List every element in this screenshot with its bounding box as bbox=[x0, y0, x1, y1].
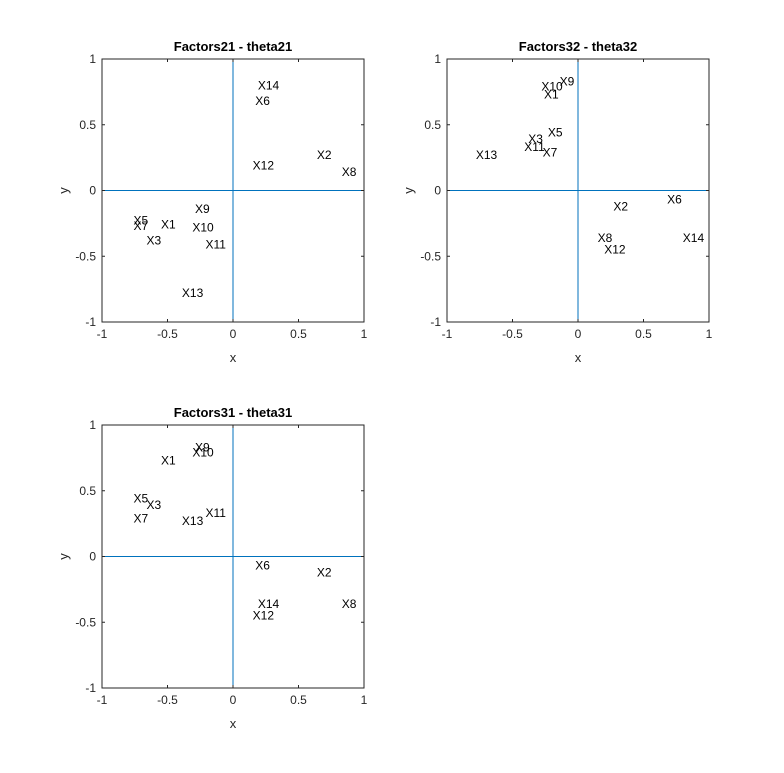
x-axis-label: x bbox=[230, 716, 237, 731]
point-label-x8: X8 bbox=[598, 231, 613, 245]
point-label-x2: X2 bbox=[317, 148, 332, 162]
point-label-x6: X6 bbox=[667, 193, 682, 207]
point-label-x10: X10 bbox=[192, 446, 214, 460]
point-label-x2: X2 bbox=[613, 199, 628, 213]
point-label-x9: X9 bbox=[560, 74, 575, 88]
point-label-x6: X6 bbox=[255, 94, 270, 108]
point-label-x3: X3 bbox=[147, 233, 162, 247]
point-label-x2: X2 bbox=[317, 565, 332, 579]
point-label-x14: X14 bbox=[258, 78, 280, 92]
x-tick-label: -0.5 bbox=[157, 693, 178, 707]
x-tick-label: -1 bbox=[442, 327, 453, 341]
point-label-x6: X6 bbox=[255, 559, 270, 573]
point-label-x12: X12 bbox=[253, 159, 275, 173]
x-tick-label: -1 bbox=[97, 693, 108, 707]
point-label-x5: X5 bbox=[133, 492, 148, 506]
y-tick-label: 0.5 bbox=[79, 118, 96, 132]
y-axis-label: y bbox=[56, 187, 71, 194]
point-label-x7: X7 bbox=[133, 511, 148, 525]
point-label-x13: X13 bbox=[182, 514, 204, 528]
y-tick-label: 0 bbox=[89, 550, 96, 564]
y-tick-label: -0.5 bbox=[75, 249, 96, 263]
point-label-x12: X12 bbox=[253, 609, 275, 623]
subplot-2: -1 -0.5 0 0.5 1 -1 -0.5 0 0.5 1 Factors32 - theta3… bbox=[401, 39, 713, 365]
x-tick-label: -0.5 bbox=[502, 327, 523, 341]
point-label-x7: X7 bbox=[543, 145, 558, 159]
point-label-x8: X8 bbox=[342, 597, 357, 611]
y-axis-label: y bbox=[401, 187, 416, 194]
point-label-x11: X11 bbox=[205, 506, 226, 520]
x-tick-label: 0 bbox=[575, 327, 582, 341]
point-label-x8: X8 bbox=[342, 165, 357, 179]
point-label-x3: X3 bbox=[147, 498, 162, 512]
x-tick-label: -1 bbox=[97, 327, 108, 341]
point-label-x1: X1 bbox=[161, 218, 176, 232]
y-tick-label: -1 bbox=[85, 315, 96, 329]
y-tick-label: -0.5 bbox=[420, 249, 441, 263]
point-label-x7: X7 bbox=[133, 219, 148, 233]
x-tick-label: 1 bbox=[706, 327, 713, 341]
x-tick-label: 1 bbox=[361, 327, 368, 341]
subplot-3: -1 -0.5 0 0.5 1 -1 -0.5 0 0.5 1 Factors31 - theta3… bbox=[56, 405, 368, 731]
x-tick-label: 0.5 bbox=[290, 693, 307, 707]
point-label-x3: X3 bbox=[528, 132, 543, 146]
x-tick-label: -0.5 bbox=[157, 327, 178, 341]
point-label-x13: X13 bbox=[476, 148, 498, 162]
point-label-x5: X5 bbox=[548, 126, 563, 140]
point-label-x10: X10 bbox=[192, 220, 214, 234]
point-label-x1: X1 bbox=[544, 88, 559, 102]
point-label-x9: X9 bbox=[195, 202, 210, 216]
y-tick-label: 0.5 bbox=[79, 484, 96, 498]
x-tick-label: 0.5 bbox=[635, 327, 652, 341]
x-axis-label: x bbox=[575, 350, 582, 365]
chart-title: Factors31 - theta31 bbox=[174, 405, 293, 420]
x-tick-label: 1 bbox=[361, 693, 368, 707]
subplot-1: -1 -0.5 0 0.5 1 -1 -0.5 0 0.5 1 Factors21 - theta2… bbox=[56, 39, 368, 365]
y-tick-label: 0 bbox=[434, 184, 441, 198]
x-tick-label: 0.5 bbox=[290, 327, 307, 341]
point-label-x12: X12 bbox=[604, 243, 626, 257]
y-tick-label: -1 bbox=[85, 681, 96, 695]
y-tick-label: 1 bbox=[434, 52, 441, 66]
x-axis-label: x bbox=[230, 350, 237, 365]
chart-title: Factors21 - theta21 bbox=[174, 39, 293, 54]
point-label-x9: X9 bbox=[195, 440, 210, 454]
y-tick-label: 1 bbox=[89, 52, 96, 66]
y-axis-label: y bbox=[56, 553, 71, 560]
y-tick-label: 1 bbox=[89, 418, 96, 432]
y-tick-label: -0.5 bbox=[75, 615, 96, 629]
y-tick-label: 0.5 bbox=[424, 118, 441, 132]
y-tick-label: -1 bbox=[430, 315, 441, 329]
point-label-x11: X11 bbox=[205, 237, 226, 251]
chart-title: Factors32 - theta32 bbox=[519, 39, 638, 54]
point-label-x10: X10 bbox=[541, 80, 563, 94]
point-label-x11: X11 bbox=[524, 140, 545, 154]
y-tick-label: 0 bbox=[89, 184, 96, 198]
point-label-x14: X14 bbox=[683, 231, 705, 245]
point-label-x1: X1 bbox=[161, 454, 176, 468]
x-tick-label: 0 bbox=[230, 327, 237, 341]
point-label-x5: X5 bbox=[133, 214, 148, 228]
x-tick-label: 0 bbox=[230, 693, 237, 707]
point-label-x14: X14 bbox=[258, 597, 280, 611]
point-label-x13: X13 bbox=[182, 286, 204, 300]
